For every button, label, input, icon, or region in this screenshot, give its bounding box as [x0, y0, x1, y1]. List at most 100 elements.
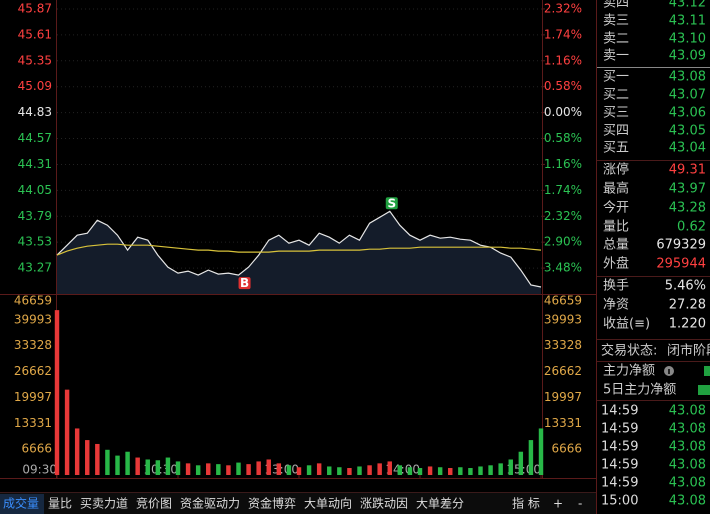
stat-label: 今开 — [603, 200, 629, 216]
status-label: 交易状态: — [601, 343, 657, 359]
volume-bar — [296, 467, 302, 475]
order-price: 43.05 — [669, 124, 706, 139]
y2-tick-label: 0.58% — [544, 131, 582, 145]
volume-tick-label: 6666 — [551, 442, 582, 456]
volume-bar — [216, 464, 221, 475]
volume-tick-label: 33328 — [14, 338, 52, 352]
volume-bar — [528, 440, 534, 475]
order-price: 43.06 — [669, 106, 706, 121]
y2-tick-label: 2.32% — [544, 209, 582, 223]
trade-time: 14:59 — [601, 458, 638, 473]
volume-bar — [64, 389, 70, 475]
order-label: 买四 — [603, 124, 629, 139]
volume-bar — [236, 462, 241, 475]
trade-time: 14:59 — [601, 440, 638, 455]
trade-time: 14:59 — [601, 422, 638, 437]
volume-bar — [468, 468, 473, 475]
volume-tick-label: 39993 — [14, 312, 52, 326]
flow-label: 5日主力净额 — [603, 383, 676, 398]
y2-tick-label: 1.16% — [544, 53, 582, 67]
tab[interactable]: - — [578, 497, 582, 511]
volume-tick-label: 33328 — [544, 338, 582, 352]
volume-bar — [337, 467, 342, 475]
volume-bar — [155, 460, 161, 475]
order-price: 43.10 — [669, 32, 706, 47]
volume-bar — [387, 461, 392, 475]
stat-value: 43.28 — [669, 201, 706, 216]
tab[interactable]: 涨跌动因 — [360, 496, 408, 511]
y-tick-label: 43.27 — [18, 261, 52, 275]
volume-bar — [286, 465, 292, 475]
y-tick-label: 44.83 — [18, 105, 52, 119]
volume-bar — [357, 466, 362, 475]
volume-bar — [95, 443, 100, 475]
order-price: 43.07 — [669, 88, 706, 103]
stat-label: 总量 — [603, 238, 629, 253]
tab[interactable]: 竞价图 — [136, 497, 172, 511]
volume-bar — [206, 463, 211, 475]
volume-bar — [125, 451, 130, 475]
volume-tick-label: 6666 — [21, 442, 52, 456]
volume-bar — [397, 465, 403, 475]
stat-label: 量比 — [603, 220, 629, 235]
volume-bar — [195, 465, 201, 475]
tab[interactable]: 大单动向 — [304, 496, 352, 511]
volume-bar — [185, 463, 191, 475]
order-label: 买五 — [603, 141, 629, 156]
tab[interactable]: 资金博弈 — [248, 496, 296, 511]
order-label: 卖四 — [603, 0, 629, 11]
y-tick-label: 44.31 — [18, 157, 52, 171]
order-label: 买一 — [603, 70, 629, 85]
volume-bar — [508, 459, 513, 475]
price-line — [56, 210, 542, 288]
status-value: 闭市阶段 — [667, 343, 710, 359]
y-tick-label: 43.79 — [18, 209, 52, 223]
volume-bar — [327, 466, 332, 475]
quote-panel: 卖四 43.12 卖三 43.11 卖二 43.10 卖一 43.09 买一 43.08 买二 43.… — [597, 0, 710, 509]
flow-bar — [698, 385, 710, 395]
volume-bar — [448, 468, 453, 475]
order-price: 43.04 — [669, 141, 706, 156]
volume-bar — [518, 451, 524, 475]
trade-time: 14:59 — [601, 476, 638, 491]
volume-bar — [538, 428, 544, 475]
volume-bar — [417, 468, 423, 475]
tab[interactable]: 量比 — [48, 497, 72, 511]
tab[interactable]: 大单差分 — [416, 497, 464, 511]
stat-label: 涨停 — [603, 162, 629, 178]
order-label: 买三 — [603, 106, 629, 121]
volume-bar — [165, 457, 171, 475]
flow-bar — [704, 366, 710, 376]
tab[interactable]: 买卖力道 — [80, 497, 128, 511]
order-label: 买二 — [603, 88, 629, 103]
average-line — [56, 243, 542, 256]
tab[interactable]: 指 标 — [512, 496, 540, 511]
volume-bar — [246, 464, 251, 475]
y-tick-label: 44.57 — [18, 131, 52, 145]
volume-bar — [175, 461, 181, 475]
trade-marker-label: S — [387, 196, 396, 210]
tab[interactable]: + — [553, 497, 563, 511]
y-tick-label: 44.05 — [18, 183, 52, 197]
order-price: 43.08 — [669, 70, 706, 85]
y2-tick-label: 2.32% — [544, 1, 582, 15]
trade-price: 43.08 — [669, 404, 706, 419]
stat-value: 27.28 — [669, 298, 706, 313]
volume-bar — [85, 440, 90, 475]
volume-bar — [256, 461, 261, 475]
volume-bar — [407, 467, 413, 475]
trade-time: 15:00 — [601, 494, 638, 509]
y2-tick-label: 2.90% — [544, 235, 582, 249]
tab[interactable]: 资金驱动力 — [180, 496, 240, 511]
volume-bar — [115, 455, 120, 475]
trade-price: 43.08 — [669, 476, 706, 491]
tab[interactable]: 成交量 — [3, 496, 39, 511]
volume-tick-label: 13331 — [544, 416, 582, 430]
trade-time: 14:59 — [601, 404, 638, 419]
volume-bar — [226, 465, 231, 475]
trade-price: 43.08 — [669, 458, 706, 473]
y2-tick-label: 0.00% — [544, 105, 582, 119]
tab-highlight — [0, 494, 44, 514]
volume-bar — [316, 463, 322, 475]
y-tick-label: 43.53 — [18, 235, 52, 249]
